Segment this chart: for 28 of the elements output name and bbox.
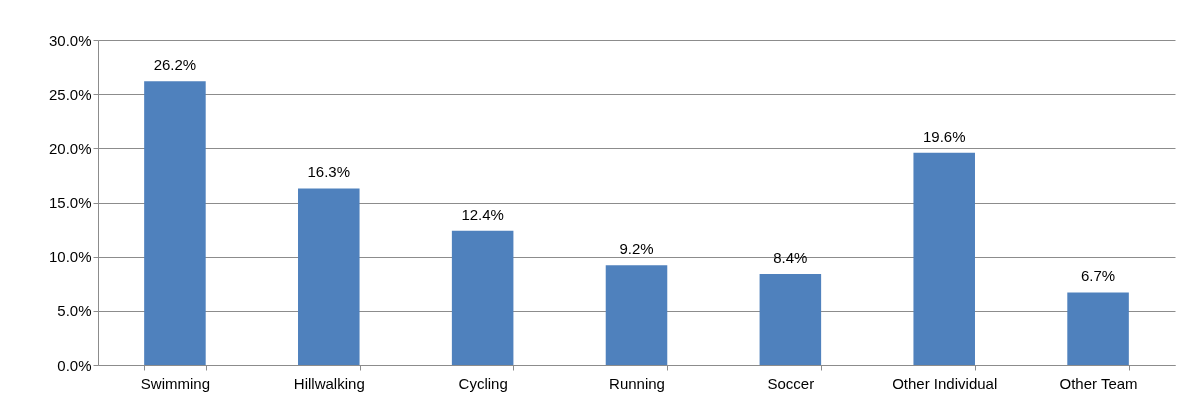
x-tick-label: Other Individual [892, 374, 998, 392]
bar [144, 81, 206, 365]
y-tick-label: 15.0% [48, 194, 92, 211]
y-tick-label: 20.0% [48, 139, 92, 157]
bar [913, 152, 975, 365]
x-tick-label: Running [609, 374, 665, 392]
x-tick-label: Soccer [767, 374, 815, 392]
y-tick-label: 10.0% [48, 248, 92, 266]
data-label: 12.4% [461, 205, 504, 223]
x-tick-label: Other Team [1059, 374, 1138, 392]
x-tick-label: Swimming [140, 374, 211, 392]
data-label: 6.7% [1080, 267, 1116, 285]
bar [605, 265, 668, 365]
data-label: 16.3% [307, 163, 351, 181]
data-label: 8.4% [773, 249, 808, 266]
x-tick-label: Cycling [458, 374, 508, 392]
data-label: 9.2% [619, 240, 654, 258]
data-label: 19.6% [922, 127, 966, 145]
x-tick-label: Hillwalking [293, 374, 365, 392]
y-tick-label: 25.0% [48, 85, 92, 103]
bar [451, 230, 514, 365]
bar [1067, 292, 1129, 365]
bar [759, 274, 822, 365]
y-tick-label: 0.0% [57, 356, 92, 374]
y-tick-label: 30.0% [48, 31, 92, 49]
bar [298, 188, 360, 365]
y-tick-label: 5.0% [57, 302, 92, 320]
data-label: 26.2% [153, 56, 197, 74]
